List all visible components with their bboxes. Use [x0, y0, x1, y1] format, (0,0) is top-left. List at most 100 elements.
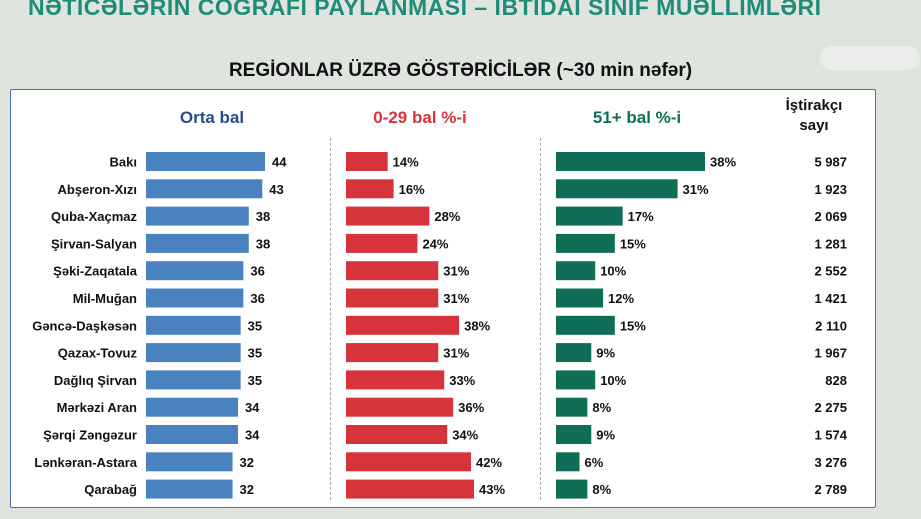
header-0-29-bal: 0-29 bal %-i [373, 108, 467, 127]
bar-orta-bal-row-13 [146, 479, 233, 499]
category-label-row-9: Dağlıq Şirvan [54, 373, 137, 388]
bar-0-29-bal-row-9 [346, 370, 445, 390]
header-participants: İştirakçı sayı [772, 96, 856, 136]
value-51-bal-row-9: 10% [600, 373, 626, 388]
header-participants-line2: sayı [799, 117, 829, 134]
bar-orta-bal-row-12 [146, 452, 233, 472]
value-51-bal-row-8: 9% [596, 346, 615, 361]
value-orta-bal-row-11: 34 [245, 428, 260, 443]
category-label-row-3: Quba-Xaçmaz [51, 209, 137, 224]
chart-title: REGİONLAR ÜZRƏ GÖSTƏRİCİLƏR (~30 min nəf… [228, 60, 693, 81]
bar-51-bal-row-9 [556, 370, 596, 390]
bar-orta-bal-row-6 [146, 288, 244, 308]
value-0-29-bal-row-2: 16% [399, 182, 425, 197]
bar-51-bal-row-11 [556, 425, 592, 444]
value-0-29-bal-row-1: 14% [393, 155, 419, 170]
bar-51-bal-row-8 [556, 343, 592, 363]
bar-orta-bal-row-10 [146, 397, 238, 417]
bar-0-29-bal-row-5 [346, 261, 439, 281]
slide-title: NƏTİCƏLƏRİN COĞRAFİ PAYLANMASI – İBTİDAİ… [28, 0, 822, 20]
participants-row-6: 1 421 [814, 291, 847, 306]
value-51-bal-row-3: 17% [628, 209, 654, 224]
value-0-29-bal-row-9: 33% [449, 373, 475, 388]
bar-orta-bal-row-4 [146, 233, 249, 253]
value-orta-bal-row-7: 35 [248, 318, 262, 333]
value-0-29-bal-row-11: 34% [452, 428, 478, 443]
category-label-row-1: Bakı [110, 155, 137, 170]
value-0-29-bal-row-5: 31% [443, 264, 469, 279]
bar-0-29-bal-row-3 [346, 206, 430, 226]
category-label-row-4: Şirvan-Salyan [51, 236, 137, 251]
participants-row-9: 828 [825, 373, 847, 388]
value-orta-bal-row-6: 36 [250, 291, 264, 306]
participants-row-4: 1 281 [814, 236, 847, 251]
category-label-row-7: Gəncə-Daşkəsən [32, 318, 137, 333]
participants-row-3: 2 069 [814, 209, 847, 224]
participants-row-12: 3 276 [814, 455, 847, 470]
value-orta-bal-row-1: 44 [272, 155, 287, 170]
bar-orta-bal-row-9 [146, 370, 241, 390]
watermark-logo [820, 46, 920, 70]
category-label-row-12: Lənkəran-Astara [34, 455, 137, 470]
participants-row-10: 2 275 [814, 400, 847, 415]
value-51-bal-row-5: 10% [600, 264, 626, 279]
header-orta-bal: Orta bal [179, 108, 245, 127]
value-0-29-bal-row-12: 42% [476, 455, 502, 470]
value-orta-bal-row-4: 38 [256, 236, 270, 251]
value-orta-bal-row-3: 38 [256, 209, 270, 224]
bar-orta-bal-row-7 [146, 315, 241, 335]
participants-row-5: 2 552 [814, 264, 847, 279]
value-0-29-bal-row-7: 38% [464, 318, 490, 333]
value-51-bal-row-4: 15% [620, 236, 646, 251]
category-label-row-10: Mərkəzi Aran [57, 400, 137, 415]
header-participants-line1: İştirakçı [785, 97, 843, 114]
bar-51-bal-row-13 [556, 479, 588, 499]
divider-1 [330, 138, 331, 500]
value-51-bal-row-7: 15% [620, 318, 646, 333]
category-label-row-13: Qarabağ [84, 482, 137, 497]
participants-row-1: 5 987 [814, 155, 847, 170]
bar-0-29-bal-row-12 [346, 452, 472, 472]
bar-0-29-bal-row-6 [346, 288, 439, 308]
value-0-29-bal-row-10: 36% [458, 400, 484, 415]
category-label-row-11: Şərqi Zəngəzur [43, 428, 137, 443]
bar-51-bal-row-10 [556, 397, 588, 417]
value-51-bal-row-11: 9% [596, 428, 615, 443]
bar-orta-bal-row-2 [146, 179, 263, 199]
value-0-29-bal-row-13: 43% [479, 482, 505, 497]
bar-0-29-bal-row-1 [346, 152, 388, 171]
value-0-29-bal-row-4: 24% [422, 236, 448, 251]
bar-51-bal-row-12 [556, 452, 580, 472]
value-orta-bal-row-8: 35 [248, 346, 262, 361]
bar-51-bal-row-4 [556, 233, 615, 253]
participants-row-13: 2 789 [814, 482, 847, 497]
value-orta-bal-row-5: 36 [250, 264, 264, 279]
bar-orta-bal-row-3 [146, 206, 249, 226]
value-51-bal-row-6: 12% [608, 291, 634, 306]
participants-row-8: 1 967 [814, 346, 847, 361]
participants-row-11: 1 574 [814, 428, 847, 443]
bar-0-29-bal-row-8 [346, 343, 439, 363]
value-orta-bal-row-9: 35 [248, 373, 262, 388]
bar-51-bal-row-7 [556, 315, 615, 335]
bar-0-29-bal-row-11 [346, 425, 448, 444]
bar-0-29-bal-row-10 [346, 397, 454, 417]
value-51-bal-row-1: 38% [710, 155, 736, 170]
value-51-bal-row-12: 6% [585, 455, 604, 470]
bar-0-29-bal-row-4 [346, 233, 418, 253]
bar-51-bal-row-6 [556, 288, 604, 308]
value-orta-bal-row-2: 43 [269, 182, 283, 197]
value-0-29-bal-row-6: 31% [443, 291, 469, 306]
value-51-bal-row-10: 8% [592, 400, 611, 415]
bar-orta-bal-row-8 [146, 343, 241, 363]
bar-51-bal-row-2 [556, 179, 678, 199]
divider-2 [540, 138, 541, 500]
bar-0-29-bal-row-2 [346, 179, 394, 199]
bar-51-bal-row-3 [556, 206, 623, 226]
bar-0-29-bal-row-7 [346, 315, 460, 335]
category-label-row-6: Mil-Muğan [73, 291, 137, 306]
category-label-row-5: Şəki-Zaqatala [53, 264, 138, 279]
header-51-bal: 51+ bal %-i [592, 108, 682, 127]
bar-orta-bal-row-11 [146, 425, 238, 444]
